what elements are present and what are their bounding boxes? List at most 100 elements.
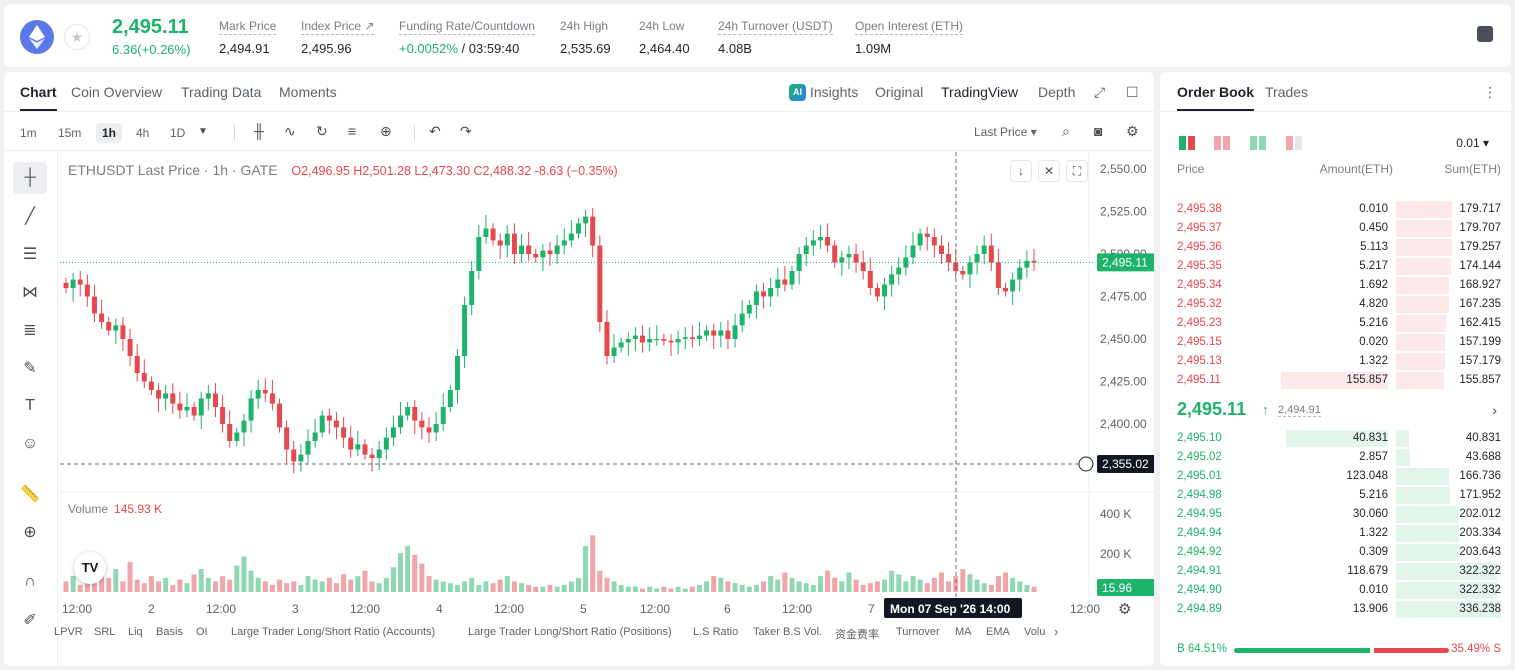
indicator-ls-ratio[interactable]: L.S Ratio xyxy=(693,626,739,638)
interval-4h[interactable]: 4h xyxy=(136,126,150,140)
ask-row[interactable]: 2,495.36 5.113 179.257 xyxy=(1160,238,1511,257)
scroll-down-icon[interactable]: ↓ xyxy=(1010,160,1032,182)
ask-row[interactable]: 2,495.35 5.217 174.144 xyxy=(1160,257,1511,276)
gear-icon[interactable]: ⚙ xyxy=(1126,123,1139,139)
layout-both-icon[interactable] xyxy=(1179,136,1195,150)
emoji-tool-icon[interactable]: ☺ xyxy=(21,435,39,452)
tab-moments[interactable]: Moments xyxy=(279,84,337,100)
crosshair-price-label: 2,355.02 xyxy=(1102,457,1149,471)
indicator-lt-accounts[interactable]: Large Trader Long/Short Ratio (Accounts) xyxy=(231,626,436,638)
indicator-lpvr[interactable]: LPVR xyxy=(54,626,83,638)
bid-row[interactable]: 2,494.95 30.060 202.012 xyxy=(1160,505,1511,524)
fullscreen-icon[interactable]: ⛶ xyxy=(1066,160,1088,182)
more-options-icon[interactable]: ⋮ xyxy=(1483,84,1497,100)
guide-book-icon[interactable] xyxy=(1477,26,1493,42)
fib-tool-icon[interactable]: ≣ xyxy=(23,322,37,339)
refresh-icon[interactable]: ↻ xyxy=(316,123,328,139)
pattern-tool-icon[interactable]: ⋈ xyxy=(22,284,38,301)
trend-line-tool-icon[interactable]: ╱ xyxy=(25,208,35,225)
layout-bids-icon[interactable] xyxy=(1250,136,1266,150)
redo-icon[interactable]: ↷ xyxy=(460,123,472,139)
ask-row[interactable]: 2,495.32 4.820 167.235 xyxy=(1160,295,1511,314)
ask-row[interactable]: 2,495.38 0.010 179.717 xyxy=(1160,200,1511,219)
indicator-basis[interactable]: Basis xyxy=(156,626,183,638)
pencil-lock-tool-icon[interactable]: ✐ xyxy=(23,612,37,629)
bid-row[interactable]: 2,494.89 13.906 336.238 xyxy=(1160,600,1511,619)
candle-body xyxy=(995,262,1001,288)
ask-row[interactable]: 2,495.13 1.322 157.179 xyxy=(1160,352,1511,371)
window-icon[interactable]: ☐ xyxy=(1126,84,1139,100)
ask-row[interactable]: 2,495.11 155.857 155.857 xyxy=(1160,371,1511,390)
interval-1d[interactable]: 1D xyxy=(170,126,186,140)
indicator-lt-positions[interactable]: Large Trader Long/Short Ratio (Positions… xyxy=(468,626,672,638)
indicator-oi[interactable]: OI xyxy=(196,626,208,638)
bid-row[interactable]: 2,495.01 123.048 166.736 xyxy=(1160,467,1511,486)
expand-icon[interactable]: ⤢ xyxy=(1094,84,1106,100)
crosshair-tool-icon[interactable]: ┼ xyxy=(13,162,47,194)
candle-body xyxy=(1010,279,1016,292)
bid-row[interactable]: 2,494.98 5.216 171.952 xyxy=(1160,486,1511,505)
indicator-ema[interactable]: EMA xyxy=(986,626,1010,638)
bid-row[interactable]: 2,494.91 118.679 322.322 xyxy=(1160,562,1511,581)
indicator-srl[interactable]: SRL xyxy=(94,626,116,638)
view-depth[interactable]: Depth xyxy=(1038,84,1076,100)
collapse-icon[interactable]: ✕ xyxy=(1038,160,1060,182)
horizontal-lines-tool-icon[interactable]: ☰ xyxy=(22,246,38,263)
interval-1m[interactable]: 1m xyxy=(20,126,37,140)
tab-order-book[interactable]: Order Book xyxy=(1177,84,1255,111)
bid-row[interactable]: 2,494.94 1.322 203.334 xyxy=(1160,524,1511,543)
stat-mark-price[interactable]: Mark Price 2,494.91 xyxy=(219,17,277,56)
add-indicator-icon[interactable]: ⊕ xyxy=(380,123,392,139)
tab-trading-data[interactable]: Trading Data xyxy=(181,84,262,100)
view-insights[interactable]: Insights xyxy=(810,84,859,100)
indicator-turnover[interactable]: Turnover xyxy=(896,626,940,638)
zoom-tool-icon[interactable]: ⊕ xyxy=(23,524,37,541)
interval-1h[interactable]: 1h xyxy=(96,123,123,143)
ruler-tool-icon[interactable]: 📏 xyxy=(20,486,40,503)
search-icon[interactable]: ⌕ xyxy=(1062,123,1070,139)
stat-24h-turnover[interactable]: 24h Turnover (USDT) 4.08B xyxy=(718,17,833,56)
stat-index-price[interactable]: Index Price ↗ 2,495.96 xyxy=(301,17,375,56)
interval-15m[interactable]: 15m xyxy=(58,126,82,140)
view-tradingview[interactable]: TradingView xyxy=(941,84,1019,100)
bid-row[interactable]: 2,495.02 2.857 43.688 xyxy=(1160,448,1511,467)
candle-type-icon[interactable]: ╫ xyxy=(254,123,264,139)
row-sum: 43.688 xyxy=(1465,451,1501,463)
interval-dropdown-icon[interactable]: ▼ xyxy=(198,126,208,137)
ask-row[interactable]: 2,495.34 1.692 168.927 xyxy=(1160,276,1511,295)
indicator-volume[interactable]: Volu xyxy=(1024,626,1046,638)
favorite-star-icon[interactable]: ★ xyxy=(64,24,90,50)
bid-row[interactable]: 2,494.90 0.010 322.332 xyxy=(1160,581,1511,600)
indicator-liq[interactable]: Liq xyxy=(128,626,143,638)
layout-compact-icon[interactable] xyxy=(1286,136,1302,150)
undo-icon[interactable]: ↶ xyxy=(429,123,441,139)
ask-row[interactable]: 2,495.37 0.450 179.707 xyxy=(1160,219,1511,238)
tab-coin-overview[interactable]: Coin Overview xyxy=(71,84,163,100)
indicator-taker-vol[interactable]: Taker B.S Vol. xyxy=(753,626,823,638)
text-tool-icon[interactable]: T xyxy=(25,397,35,414)
indicator-next-icon[interactable]: › xyxy=(1054,624,1059,639)
layout-asks-icon[interactable] xyxy=(1214,136,1230,150)
tradingview-logo-icon: TV xyxy=(74,552,106,584)
chevron-right-icon[interactable]: › xyxy=(1492,402,1497,418)
camera-icon[interactable]: ◙ xyxy=(1094,123,1103,139)
view-original[interactable]: Original xyxy=(875,84,924,100)
stat-open-interest[interactable]: Open Interest (ETH) 1.09M xyxy=(855,17,964,56)
magnet-tool-icon[interactable]: ∩ xyxy=(24,573,36,590)
chart-settings-icon[interactable]: ⚙ xyxy=(1118,601,1132,618)
tab-chart[interactable]: Chart xyxy=(20,84,57,111)
indicator-ma[interactable]: MA xyxy=(955,626,972,638)
indicator-funding-rate[interactable]: 资金费率 xyxy=(835,629,879,641)
settings-list-icon[interactable]: ≡ xyxy=(348,123,357,139)
tab-trades[interactable]: Trades xyxy=(1265,84,1309,100)
bid-row[interactable]: 2,494.92 0.309 203.643 xyxy=(1160,543,1511,562)
stat-funding-rate[interactable]: Funding Rate/Countdown +0.0052% / 03:59:… xyxy=(399,17,536,56)
brush-tool-icon[interactable]: ✎ xyxy=(23,360,37,377)
ask-row[interactable]: 2,495.23 5.216 162.415 xyxy=(1160,314,1511,333)
chart-panel: Chart Coin Overview Trading Data Moments… xyxy=(4,72,1154,666)
ask-row[interactable]: 2,495.15 0.020 157.199 xyxy=(1160,333,1511,352)
precision-select[interactable]: 0.01 ▾ xyxy=(1456,136,1489,150)
price-type-select[interactable]: Last Price ▾ xyxy=(974,125,1037,139)
indicators-icon[interactable]: ∿ xyxy=(284,123,296,139)
bid-row[interactable]: 2,495.10 40.831 40.831 xyxy=(1160,429,1511,448)
